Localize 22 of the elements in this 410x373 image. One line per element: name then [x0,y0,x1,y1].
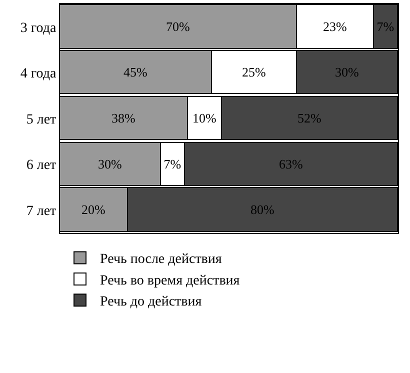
y-tick-label: 3 года [20,20,57,36]
data-label: 25% [242,64,266,80]
legend-label: Речь во время действия [100,273,240,288]
y-tick-label: 7 лет [26,204,56,219]
data-label: 80% [250,202,274,217]
data-label: 70% [166,19,190,34]
data-label: 23% [323,19,347,34]
data-label: 20% [82,202,106,217]
data-label: 30% [335,64,359,80]
y-tick-label: 6 лет [26,158,56,174]
data-label: 45% [124,64,148,80]
data-label: 10% [192,110,216,126]
y-tick-label: 5 лет [26,112,56,128]
legend-label: Речь до действия [100,294,202,310]
data-label: 63% [279,156,303,172]
data-label: 38% [112,110,136,126]
data-label: 7% [164,156,182,172]
data-label: 52% [298,110,322,126]
y-tick-label: 4 года [20,66,57,82]
legend-label: Речь после действия [100,252,222,268]
data-label: 30% [98,156,122,172]
data-label: 7% [376,19,394,34]
